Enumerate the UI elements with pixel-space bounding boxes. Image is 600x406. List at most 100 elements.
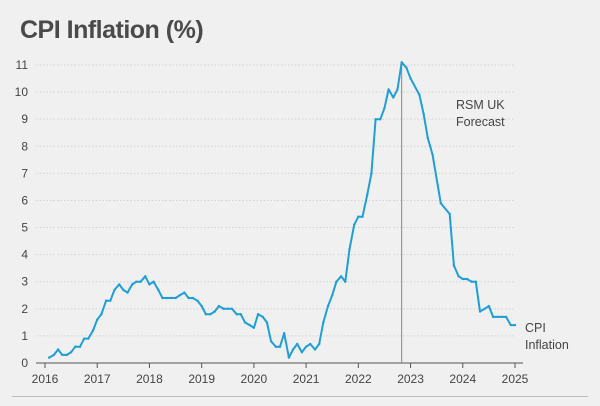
data-point-0 <box>48 356 51 359</box>
data-point-41 <box>226 307 229 310</box>
data-point-36 <box>204 313 207 316</box>
y-tick-label-2: 2 <box>21 302 28 316</box>
data-point-61 <box>313 348 317 351</box>
data-point-49 <box>261 315 264 319</box>
data-point-19 <box>131 283 134 286</box>
y-tick-label-6: 6 <box>21 193 28 207</box>
data-point-58 <box>300 351 304 354</box>
data-point-53 <box>278 345 282 348</box>
data-point-94 <box>470 280 473 283</box>
x-tick-label-2025: 2025 <box>502 372 529 386</box>
data-point-63 <box>322 321 325 324</box>
data-point-42 <box>230 307 234 310</box>
data-point-52 <box>274 345 277 348</box>
data-point-87 <box>431 153 434 156</box>
data-point-22 <box>144 275 147 278</box>
data-point-86 <box>426 136 429 140</box>
data-point-30 <box>178 294 181 297</box>
y-tick-label-11: 11 <box>16 58 29 72</box>
data-point-66 <box>335 280 338 283</box>
data-point-88 <box>439 202 442 205</box>
data-point-12 <box>100 313 103 316</box>
data-point-81 <box>400 61 403 64</box>
data-point-59 <box>304 345 308 348</box>
data-point-38 <box>213 310 216 313</box>
data-point-97 <box>483 307 486 310</box>
data-point-90 <box>452 264 456 267</box>
y-tick-label-7: 7 <box>21 166 28 180</box>
data-point-34 <box>196 299 199 302</box>
data-point-9 <box>87 337 90 340</box>
data-point-8 <box>83 337 86 340</box>
data-point-33 <box>191 296 194 300</box>
data-point-44 <box>239 313 242 316</box>
data-point-67 <box>339 275 343 278</box>
data-point-13 <box>104 299 108 302</box>
data-point-25 <box>157 288 160 292</box>
x-tick-label-2023: 2023 <box>397 372 424 386</box>
data-point-46 <box>248 323 251 327</box>
data-point-47 <box>252 326 256 329</box>
data-point-80 <box>396 88 399 91</box>
data-point-69 <box>348 248 351 251</box>
data-point-35 <box>200 304 203 308</box>
y-tick-label-9: 9 <box>21 112 28 126</box>
data-point-27 <box>165 296 168 300</box>
data-point-32 <box>187 296 190 300</box>
chart-title: CPI Inflation (%) <box>20 16 204 44</box>
x-tick-label-2022: 2022 <box>345 372 372 386</box>
data-point-64 <box>326 304 330 308</box>
data-point-93 <box>465 277 469 281</box>
x-tick-label-2017: 2017 <box>84 372 111 386</box>
y-tick-label-8: 8 <box>21 139 28 153</box>
x-tick-label-2024: 2024 <box>449 372 476 386</box>
data-point-101 <box>500 315 504 319</box>
data-point-37 <box>209 313 212 316</box>
data-point-83 <box>409 77 412 80</box>
data-point-16 <box>118 283 121 286</box>
data-point-82 <box>405 66 408 69</box>
data-point-7 <box>78 345 82 348</box>
data-point-26 <box>161 296 164 300</box>
data-point-17 <box>122 288 125 292</box>
forecast-label-line-2: Forecast <box>456 115 505 129</box>
series-label-line-2: Inflation <box>525 338 569 352</box>
data-point-39 <box>217 304 221 308</box>
data-point-54 <box>283 332 286 335</box>
data-point-50 <box>265 321 269 324</box>
data-point-48 <box>256 313 260 316</box>
cpi-inflation-line <box>48 61 516 359</box>
data-point-65 <box>331 294 334 297</box>
data-point-14 <box>109 299 112 302</box>
data-point-5 <box>69 351 73 354</box>
x-tick-label-2019: 2019 <box>188 372 215 386</box>
x-tick-label-2021: 2021 <box>293 372 320 386</box>
data-point-15 <box>113 288 116 292</box>
data-point-31 <box>183 291 186 294</box>
data-point-24 <box>152 280 155 283</box>
y-tick-label-4: 4 <box>21 248 28 262</box>
y-tick-label-1: 1 <box>21 329 28 343</box>
x-tick-label-2020: 2020 <box>241 372 268 386</box>
data-point-45 <box>243 321 247 324</box>
data-point-75 <box>374 118 377 121</box>
bottom-divider <box>12 396 588 397</box>
data-point-20 <box>135 280 138 283</box>
data-point-6 <box>74 345 77 348</box>
data-point-104 <box>513 323 517 327</box>
y-tick-label-10: 10 <box>15 85 29 99</box>
data-point-57 <box>296 342 299 346</box>
data-point-2 <box>56 348 60 351</box>
data-point-18 <box>126 291 129 294</box>
forecast-label-line-1: RSM UK <box>456 98 505 112</box>
data-point-76 <box>379 118 382 121</box>
data-point-78 <box>387 88 390 91</box>
data-point-85 <box>422 112 425 116</box>
y-tick-label-3: 3 <box>21 275 28 289</box>
data-point-29 <box>174 296 177 300</box>
data-point-91 <box>457 275 460 278</box>
data-point-102 <box>504 315 508 319</box>
data-point-55 <box>287 356 291 359</box>
data-point-1 <box>52 353 56 357</box>
data-point-43 <box>235 313 238 316</box>
